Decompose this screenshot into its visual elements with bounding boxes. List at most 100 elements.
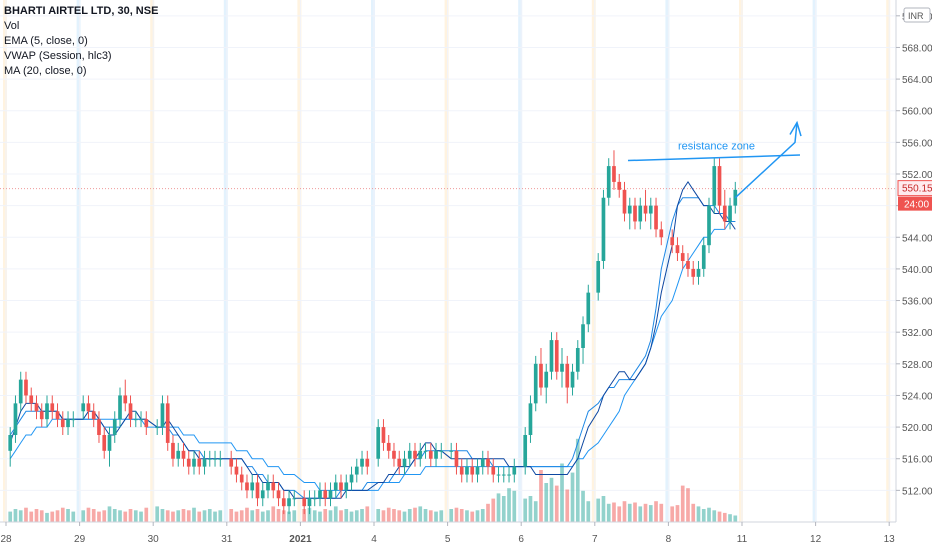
grid-layer — [0, 0, 896, 522]
volume-bar — [434, 511, 438, 522]
candle-body — [360, 458, 364, 467]
candle-body — [648, 205, 653, 214]
volume-bar — [91, 509, 96, 522]
volume-bar — [360, 509, 364, 522]
candle — [523, 427, 528, 475]
annotation-layer: resistance zone — [627, 120, 802, 199]
candle-body — [606, 166, 611, 198]
candle-body — [123, 395, 128, 404]
candle-body — [171, 442, 175, 459]
candle-body — [612, 166, 616, 182]
volume-bar — [633, 502, 637, 522]
volume-bar — [333, 506, 338, 522]
volume-bar — [586, 501, 591, 522]
indicator-ema[interactable]: EMA (5, close, 0) — [4, 35, 88, 47]
candle — [397, 450, 402, 475]
volume-bar — [728, 514, 732, 522]
volume-bar — [81, 510, 86, 522]
volume-bar — [71, 511, 76, 522]
volume-bar — [118, 510, 122, 522]
indicator-vol[interactable]: Vol — [4, 20, 20, 32]
volume-bar — [496, 493, 501, 522]
candle-body — [229, 458, 234, 467]
session-band — [150, 0, 155, 522]
candle-body — [333, 482, 338, 491]
candle — [349, 466, 354, 491]
candle — [418, 442, 423, 467]
volume-bar — [612, 502, 616, 522]
volume-bar — [229, 509, 234, 522]
volume-bar — [323, 509, 328, 522]
candle — [627, 197, 632, 230]
candle-body — [39, 411, 44, 420]
ema5-line — [9, 180, 736, 499]
candle — [302, 490, 307, 515]
candle — [491, 458, 496, 483]
volume-bar — [186, 510, 191, 522]
candle-body — [165, 403, 170, 443]
candle-body — [507, 474, 511, 476]
candle-body — [449, 450, 454, 452]
candle — [376, 419, 381, 467]
candle-body — [733, 189, 738, 206]
volume-bar — [207, 509, 212, 522]
time-tick-label: 7 — [592, 534, 598, 545]
currency-badge-label: INR — [908, 11, 924, 21]
session-band — [739, 0, 743, 522]
volume-bar — [596, 498, 601, 522]
candle-body — [202, 458, 207, 467]
candle — [691, 261, 696, 285]
volume-bar — [213, 511, 217, 522]
candle — [659, 221, 664, 246]
volume-bar — [281, 510, 286, 522]
candle — [454, 442, 459, 475]
candle-body — [439, 450, 444, 452]
volume-bar — [155, 506, 160, 522]
symbol-title[interactable]: BHARTI AIRTEL LTD, 30, NSE — [4, 5, 159, 17]
candle-body — [207, 458, 212, 460]
candle — [533, 355, 538, 412]
candle — [596, 253, 601, 301]
candle — [66, 411, 70, 435]
candle — [271, 474, 276, 499]
candle-body — [654, 205, 658, 230]
time-tick-label: 31 — [221, 534, 233, 545]
candle — [234, 458, 239, 483]
session-band — [886, 0, 891, 522]
time-tick-label: 28 — [0, 534, 12, 545]
candle — [434, 442, 438, 467]
candle-body — [197, 458, 202, 467]
candle — [81, 395, 86, 420]
candle — [202, 450, 207, 475]
price-tick-label: 544.00 — [902, 233, 932, 244]
price-tick-label: 524.00 — [902, 391, 932, 402]
candle — [287, 490, 291, 515]
volume-bar — [102, 510, 107, 522]
candle — [501, 466, 506, 483]
candle — [475, 458, 480, 483]
indicator-ma[interactable]: MA (20, close, 0) — [4, 65, 87, 77]
candle-body — [160, 403, 165, 428]
time-axis-bg — [0, 522, 932, 550]
candle-body — [480, 458, 485, 467]
volume-bar — [29, 511, 34, 522]
volume-bar — [386, 507, 391, 522]
indicator-vwap[interactable]: VWAP (Session, hlc3) — [4, 50, 112, 62]
volume-bar — [250, 510, 255, 522]
candle — [675, 237, 680, 261]
volume-bar — [344, 509, 349, 522]
candle — [260, 482, 265, 507]
candle — [55, 403, 60, 428]
candle — [307, 490, 312, 515]
volume-bar — [97, 511, 101, 522]
candle-body — [354, 466, 359, 475]
candle — [29, 387, 34, 412]
candle-body — [696, 268, 701, 277]
candle — [181, 442, 186, 467]
volume-bar — [328, 510, 333, 522]
volume-bar — [13, 509, 18, 522]
volume-bar — [160, 509, 165, 522]
candle — [333, 474, 338, 499]
